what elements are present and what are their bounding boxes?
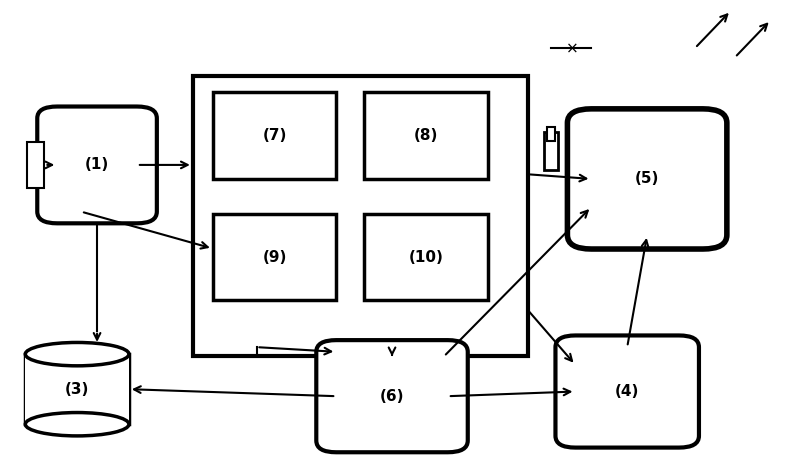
Text: (4): (4): [615, 384, 639, 399]
Bar: [27, 141, 45, 188]
Text: $\times$: $\times$: [565, 40, 578, 55]
Text: (5): (5): [635, 172, 659, 187]
FancyBboxPatch shape: [555, 336, 699, 447]
FancyBboxPatch shape: [316, 340, 468, 452]
Bar: [213, 214, 336, 300]
Text: (3): (3): [65, 382, 90, 397]
Text: (7): (7): [262, 128, 286, 143]
FancyBboxPatch shape: [567, 109, 727, 249]
Text: (8): (8): [414, 128, 438, 143]
Text: (6): (6): [380, 389, 404, 404]
Bar: [213, 93, 336, 179]
Bar: [546, 126, 554, 141]
Bar: [543, 132, 558, 170]
Bar: [193, 76, 527, 356]
Text: (10): (10): [409, 250, 443, 265]
Text: (1): (1): [85, 157, 109, 172]
Ellipse shape: [26, 413, 129, 436]
Ellipse shape: [26, 343, 129, 366]
FancyBboxPatch shape: [38, 107, 157, 223]
Text: (2): (2): [364, 246, 388, 261]
Bar: [364, 214, 488, 300]
Bar: [364, 93, 488, 179]
Bar: [26, 354, 129, 424]
Text: (9): (9): [262, 250, 286, 265]
